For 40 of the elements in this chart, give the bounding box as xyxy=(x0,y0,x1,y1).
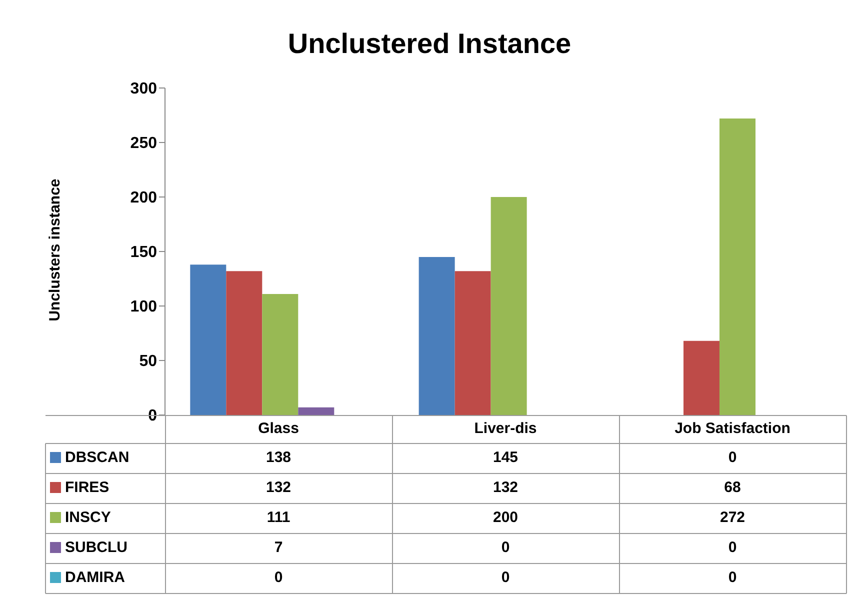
chart-title: Unclustered Instance xyxy=(286,28,572,60)
y-tick-label: 200 xyxy=(130,190,158,207)
legend-label: DAMIRA xyxy=(65,569,125,586)
data-label: 145 xyxy=(492,449,520,466)
data-label: 0 xyxy=(500,539,511,556)
y-axis-title: Unclusters instance xyxy=(46,178,64,322)
data-label: 138 xyxy=(264,449,292,466)
data-label: 68 xyxy=(723,479,742,496)
bar xyxy=(298,407,334,415)
legend-label: INSCY xyxy=(65,509,111,526)
y-tick-label: 250 xyxy=(130,135,158,152)
bar xyxy=(262,294,298,415)
legend-label: DBSCAN xyxy=(65,449,130,466)
data-label: 132 xyxy=(492,479,520,496)
bar xyxy=(190,264,226,415)
bar xyxy=(490,197,527,415)
bar xyxy=(454,271,491,415)
bar xyxy=(683,340,720,415)
legend-label: SUBCLU xyxy=(65,539,128,556)
bar xyxy=(719,118,756,415)
x-tick-label: Liver-dis xyxy=(473,420,538,437)
legend-label: FIRES xyxy=(65,479,110,496)
x-tick-label: Job Satisfaction xyxy=(674,420,792,437)
y-tick-label: 50 xyxy=(139,353,158,370)
y-tick-label: 100 xyxy=(130,298,158,316)
data-label: 0 xyxy=(727,449,738,466)
data-label: 0 xyxy=(500,569,511,586)
data-label: 0 xyxy=(727,569,738,586)
data-label: 0 xyxy=(273,569,284,586)
data-label: 272 xyxy=(718,509,746,526)
data-label: 132 xyxy=(264,479,292,496)
y-tick-label: 300 xyxy=(130,80,158,98)
data-label: 200 xyxy=(492,509,520,526)
data-label: 0 xyxy=(727,539,738,556)
y-tick-label: 150 xyxy=(130,244,158,262)
bar xyxy=(418,256,455,415)
bar xyxy=(226,271,262,415)
data-label: 111 xyxy=(266,509,292,526)
data-label: 7 xyxy=(273,539,284,556)
x-tick-label: Glass xyxy=(257,420,300,437)
